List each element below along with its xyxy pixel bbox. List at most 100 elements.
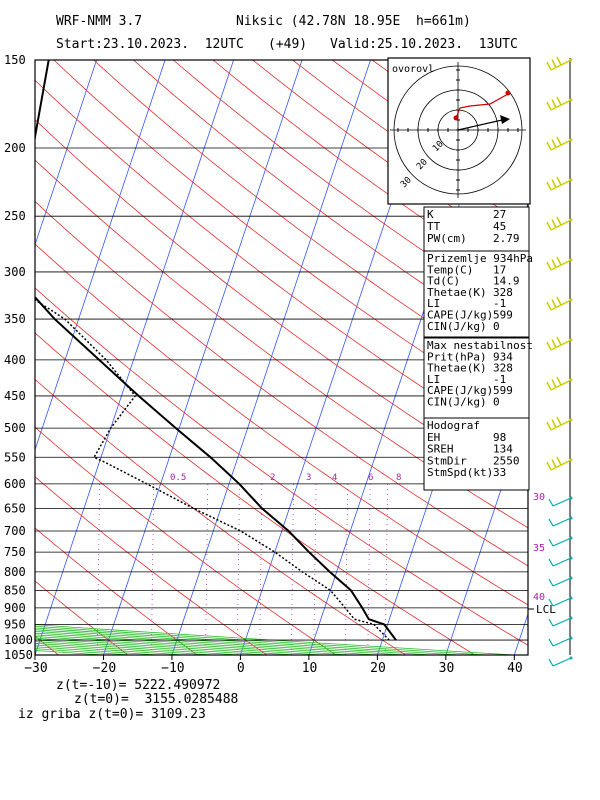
wind-barb-low — [552, 517, 572, 527]
temperature-tick-label: 10 — [302, 661, 318, 676]
surface-panel-key: CIN(J/kg) — [427, 320, 487, 333]
dry-adiabat — [172, 60, 528, 321]
pressure-label: 850 — [4, 583, 26, 597]
surface-panel — [423, 250, 530, 338]
moist-adiabat — [35, 642, 214, 655]
moist-adiabat — [35, 632, 378, 655]
temperature-profile — [35, 60, 397, 641]
maxunstable-panel-value: 328 — [493, 362, 513, 375]
wind-barb-flag — [546, 101, 552, 111]
mixing-ratio-line — [290, 483, 294, 655]
hodostats-panel-value: 134 — [493, 443, 513, 456]
surface-panel-value: 14.9 — [493, 275, 520, 288]
hodograph-end-dot — [505, 90, 511, 96]
indices-panel-value: 2.79 — [493, 232, 520, 245]
wind-barb-dot — [569, 218, 573, 222]
hodostats-panel — [423, 417, 530, 491]
moist-adiabat — [35, 644, 186, 655]
height-t-minus10: z(t=-10)= 5222.490972 — [56, 678, 221, 693]
isotherm-line — [583, 60, 600, 655]
wind-barb-low-dot — [569, 656, 573, 660]
pressure-label: 650 — [4, 501, 26, 515]
wind-barb-flag — [551, 419, 557, 428]
temperature-tick-label: 0 — [237, 661, 245, 676]
mixing-ratio-line — [345, 483, 349, 655]
wind-barb-flag — [556, 456, 562, 466]
maxunstable-panel-key: CIN(J/kg) — [427, 396, 487, 409]
surface-panel-value: -1 — [493, 297, 506, 310]
pressure-label: 500 — [4, 421, 26, 435]
wind-barb-flag — [546, 301, 552, 311]
wind-barb-low — [552, 617, 572, 627]
pressure-label: 150 — [4, 53, 26, 67]
pressure-label: 950 — [4, 617, 26, 631]
maxunstable-panel — [423, 337, 530, 419]
hodostats-panel-value: 2550 — [493, 454, 520, 467]
pressure-label: 350 — [4, 312, 26, 326]
wind-barb-dot — [569, 338, 573, 342]
wind-barb-dot — [569, 458, 573, 462]
indices-panel-key: TT — [427, 220, 441, 233]
mixing-ratio-line — [259, 483, 263, 655]
wind-barb-low-flag — [548, 518, 554, 527]
wind-barb-low-flag — [548, 638, 554, 647]
wind-barb-dot — [569, 138, 573, 142]
mixing-ratio-line — [205, 483, 209, 655]
wind-barb-flag — [546, 61, 552, 71]
wind-barb-low-dot — [569, 556, 573, 560]
mixing-ratio-label: 3 — [306, 473, 311, 483]
pressure-label: 550 — [4, 450, 26, 464]
wind-barb-low-dot — [569, 536, 573, 540]
wind-barb-flag — [551, 379, 557, 388]
maxunstable-panel-key: Thetae(K) — [427, 362, 487, 375]
dewpoint-profile — [35, 298, 390, 641]
pressure-label: 1000 — [4, 633, 33, 647]
maxunstable-panel-value: 599 — [493, 384, 513, 397]
indices-panel-key: PW(cm) — [427, 232, 467, 245]
lcl-label: LCL — [536, 603, 556, 616]
wind-barb-low-dot — [569, 596, 573, 600]
wind-barb-flag — [551, 179, 557, 188]
forecast-offset: (+49) — [268, 37, 308, 52]
maxunstable-panel-key: LI — [427, 373, 440, 386]
pressure-label: 200 — [4, 141, 26, 155]
wind-barb-flag — [556, 256, 562, 266]
wind-barb-flag — [556, 216, 562, 226]
wind-barb-flag — [546, 341, 552, 351]
hodograph-label: ovorovl — [392, 64, 434, 75]
wind-barb-low — [552, 657, 572, 667]
mixing-ratio-label: 6 — [368, 473, 373, 483]
temperature-tick-label: −30 — [24, 661, 47, 676]
indices-panel-value: 27 — [493, 208, 506, 221]
station-info: Niksic (42.78N 18.95E h=661m) — [236, 14, 471, 29]
wind-barb-low-flag — [548, 558, 554, 567]
wind-barb-low-flag — [548, 598, 554, 607]
wind-barb-low-dot — [569, 576, 573, 580]
hodostats-panel-value: 98 — [493, 431, 506, 444]
wind-barb-dot — [569, 58, 573, 62]
mixing-ratio-line — [313, 483, 317, 655]
wind-barb-flag — [546, 261, 552, 271]
wind-barb-low — [552, 597, 572, 607]
maxunstable-panel-title: Max nestabilnost — [427, 339, 533, 352]
pressure-label: 600 — [4, 477, 26, 491]
mixing-ratio-label: 4 — [332, 473, 337, 483]
mixing-ratio-line — [151, 483, 155, 655]
wind-barb-low-dot — [569, 496, 573, 500]
mixing-ratio-label: 2 — [270, 473, 275, 483]
wind-barb-flag — [546, 141, 552, 151]
moist-adiabat — [35, 636, 323, 655]
wind-barb-flag — [551, 259, 557, 268]
wind-barb-flag — [556, 176, 562, 186]
surface-panel-value: 0 — [493, 320, 500, 333]
storm-motion-arrowhead — [500, 115, 510, 124]
model-name: WRF-NMM 3.7 — [56, 14, 143, 29]
wind-barb-dot — [569, 378, 573, 382]
wind-barb-dot — [569, 178, 573, 182]
wind-barb-low-flag — [548, 618, 554, 627]
indices-panel — [423, 206, 530, 252]
height-t-zero: z(t=0)= 3155.0285488 — [74, 692, 239, 707]
theta-label: 40 — [533, 592, 545, 603]
wind-barb-low-flag — [548, 658, 554, 667]
wind-barb-low-flag — [548, 578, 554, 587]
